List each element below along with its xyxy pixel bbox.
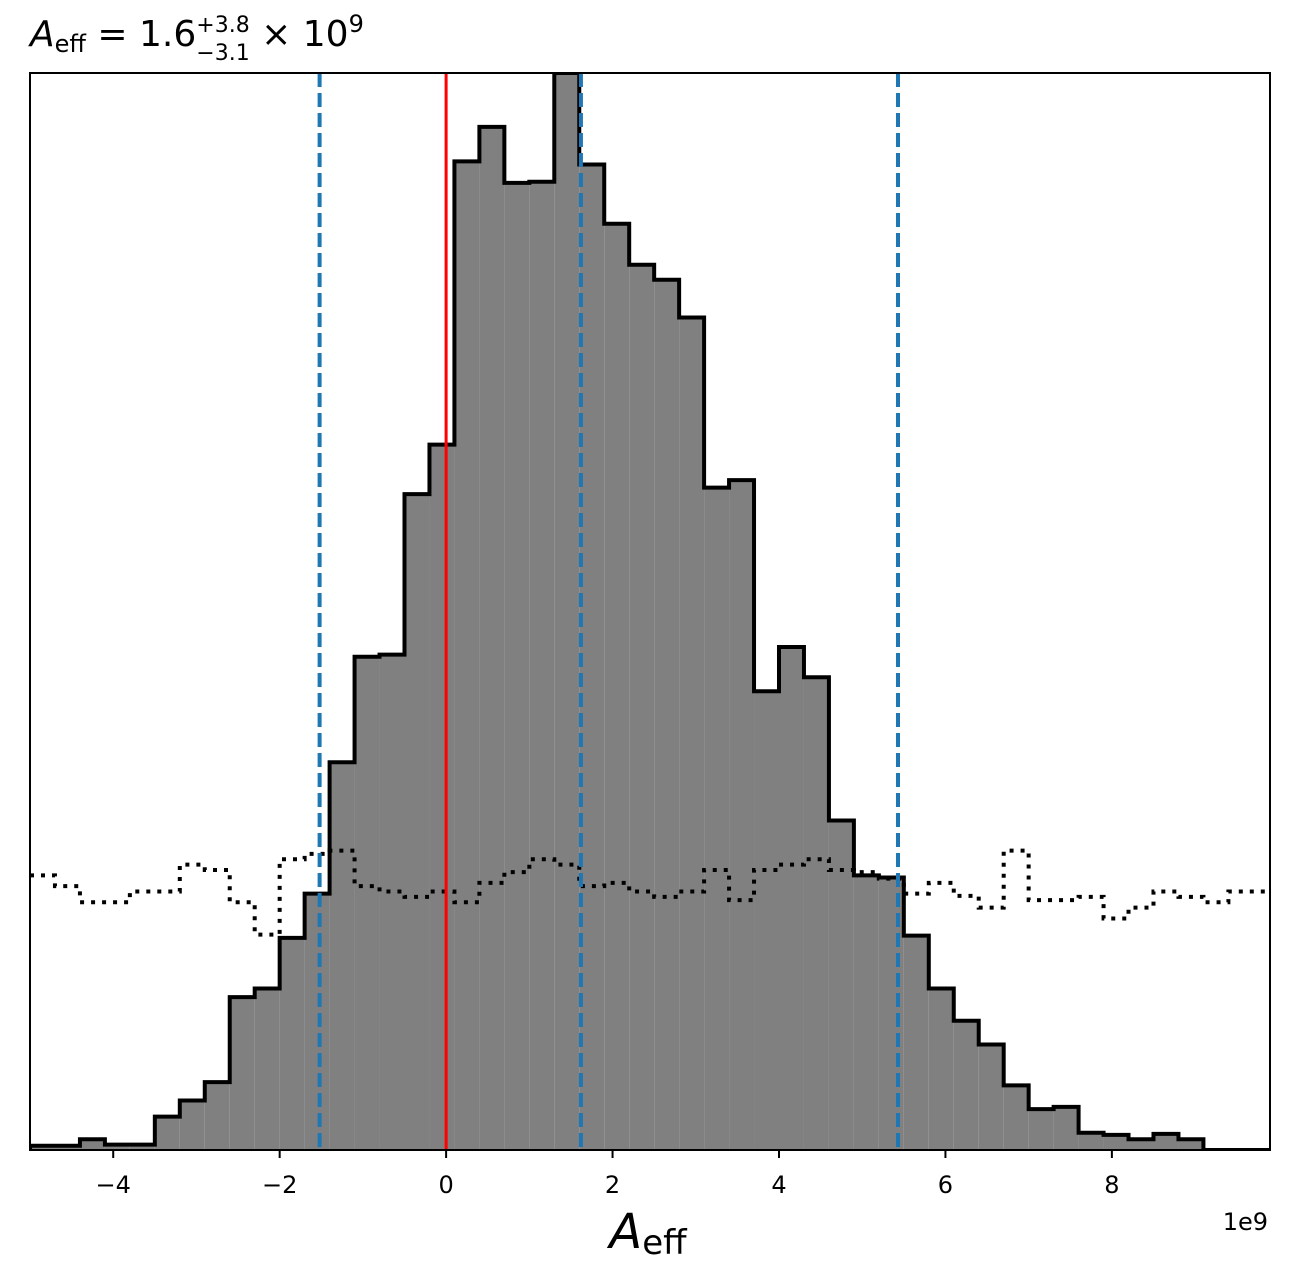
x-tick-label: 0 (438, 1171, 453, 1199)
histogram-bar (479, 126, 505, 1150)
histogram-bar (279, 937, 305, 1150)
x-axis-label-sub: eff (642, 1223, 688, 1263)
histogram-bar (953, 1020, 979, 1150)
histogram-bar (853, 875, 879, 1150)
histogram-bar (1103, 1134, 1129, 1150)
histogram-bar (803, 677, 829, 1150)
histogram-bar (54, 1145, 80, 1150)
x-tick-label: 2 (605, 1171, 620, 1199)
histogram-bar (579, 164, 605, 1150)
title-times: × 10 (250, 14, 349, 55)
histogram-bar (828, 820, 854, 1150)
histogram-bar (179, 1100, 205, 1150)
plot-area (30, 73, 1270, 1150)
axes-frame (29, 72, 1271, 1151)
histogram-bar (1003, 1085, 1029, 1150)
histogram-bar (1053, 1106, 1079, 1150)
x-tick-label: 6 (938, 1171, 953, 1199)
x-axis-label: Aeff (606, 1204, 688, 1263)
x-axis-label-symbol: A (606, 1204, 642, 1260)
x-axis-ticks: −4 −2 0 2 4 6 8 (96, 1150, 1120, 1199)
histogram-bar (254, 988, 280, 1150)
histogram-bar (404, 494, 430, 1150)
histogram-bar (1153, 1133, 1179, 1150)
histogram-bar (878, 877, 904, 1150)
histogram-bar (1078, 1132, 1104, 1150)
histogram-bar (554, 73, 580, 1150)
prior-histogram (30, 848, 1270, 937)
histogram-bar (354, 656, 380, 1150)
histogram-bar (529, 181, 555, 1150)
histogram-bar (754, 691, 779, 1150)
histogram-bar (903, 935, 929, 1150)
title-lower-error: −3.1 (196, 41, 249, 66)
histogram-bar (104, 1144, 130, 1150)
histogram-bar (154, 1116, 180, 1150)
histogram-bar (504, 182, 530, 1150)
title-median: 1.6 (139, 14, 196, 55)
histogram-bar (429, 444, 455, 1150)
prior-line (30, 848, 1270, 937)
histogram-bar (1128, 1139, 1154, 1150)
title-symbol: A (28, 14, 55, 55)
histogram-bar (928, 988, 954, 1150)
histogram-bar (454, 161, 480, 1150)
histogram-bar (129, 1144, 155, 1150)
title-exponent: 9 (349, 10, 364, 38)
histogram-bar (778, 647, 804, 1150)
posterior-histogram (30, 73, 1270, 1150)
histogram-bar (729, 480, 755, 1150)
histogram-bar (679, 317, 705, 1150)
histogram-bar (978, 1044, 1004, 1150)
histogram-bar (304, 893, 330, 1150)
histogram-bar (204, 1082, 230, 1150)
histogram-bar (79, 1139, 105, 1150)
histogram-bar (604, 223, 630, 1150)
x-tick-label: −2 (262, 1171, 297, 1199)
reference-lines (317, 73, 900, 1150)
histogram-bar (1028, 1109, 1054, 1150)
x-tick-label: −4 (96, 1171, 131, 1199)
histogram-bar (629, 264, 655, 1150)
posterior-outline (30, 73, 1270, 1150)
x-offset-label: 1e9 (1223, 1208, 1268, 1236)
histogram-bar (379, 654, 405, 1150)
histogram-bar (704, 487, 730, 1150)
title-symbol-sub: eff (55, 30, 87, 58)
histogram-bar (1178, 1139, 1204, 1150)
x-tick-label: 4 (771, 1171, 786, 1199)
title-equals: = (86, 14, 139, 55)
chart-title: Aeff = 1.6+3.8 −3.1 × 109 (28, 10, 364, 66)
x-tick-label: 8 (1104, 1171, 1119, 1199)
histogram-bar (30, 1145, 55, 1150)
histogram-bar (329, 762, 355, 1150)
title-upper-error: +3.8 (196, 13, 249, 38)
histogram-bar (229, 997, 255, 1150)
histogram-bar (654, 279, 680, 1150)
